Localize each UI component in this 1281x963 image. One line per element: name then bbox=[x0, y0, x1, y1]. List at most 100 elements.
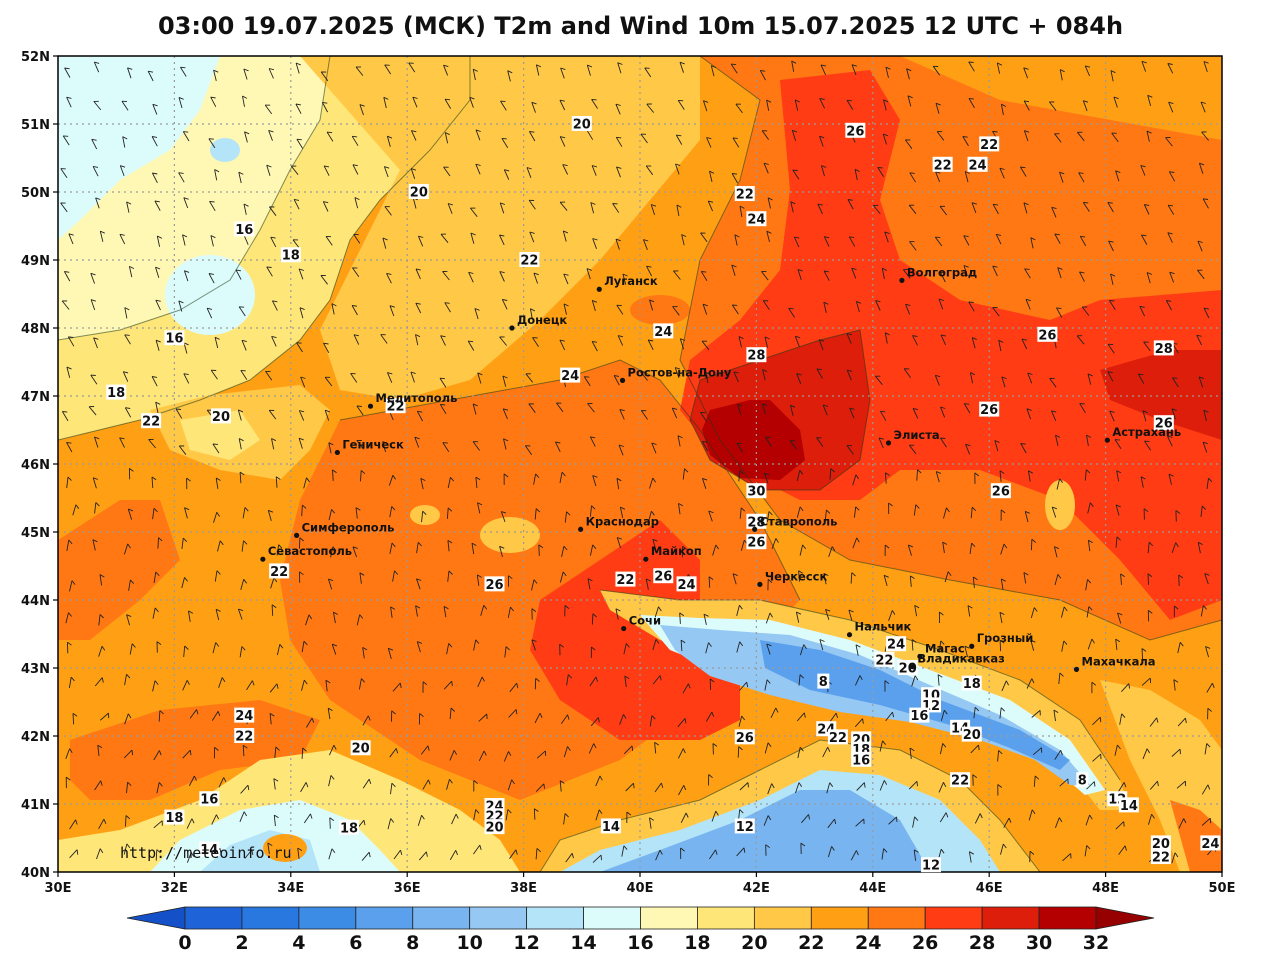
wind-barb bbox=[1113, 96, 1118, 108]
wind-barb-flag bbox=[1024, 100, 1030, 103]
wind-barb bbox=[1059, 172, 1064, 183]
wind-barb bbox=[733, 371, 739, 383]
wind-barb bbox=[879, 740, 883, 752]
wind-barb-flag bbox=[914, 605, 920, 609]
wind-barb bbox=[1050, 410, 1057, 422]
wind-barb-flag bbox=[299, 537, 304, 542]
wind-barb bbox=[761, 403, 766, 415]
wind-barb bbox=[152, 508, 155, 520]
wind-barb-flag bbox=[938, 298, 944, 302]
wind-barb-flag bbox=[188, 610, 194, 614]
wind-barb bbox=[1001, 680, 1007, 692]
wind-barb bbox=[970, 507, 973, 519]
wind-barb bbox=[152, 680, 156, 692]
wind-barb bbox=[155, 300, 161, 311]
wind-barb-flag bbox=[1148, 610, 1153, 614]
wind-barb bbox=[771, 538, 777, 549]
wind-barb bbox=[328, 509, 332, 521]
wind-barb bbox=[271, 336, 277, 347]
wind-barb bbox=[618, 444, 624, 456]
wind-barb-flag bbox=[943, 782, 947, 788]
wind-barb bbox=[1169, 272, 1175, 283]
wind-barb bbox=[1032, 747, 1042, 756]
wind-barb-flag bbox=[971, 202, 977, 205]
wind-barb-flag bbox=[210, 96, 216, 99]
city-label: Ставрополь bbox=[760, 514, 838, 528]
wind-barb bbox=[652, 675, 661, 685]
wind-barb bbox=[155, 402, 159, 414]
wind-barb-flag bbox=[854, 168, 860, 173]
wind-barb bbox=[332, 612, 336, 624]
wind-barb bbox=[1171, 542, 1177, 554]
wind-barb-flag bbox=[888, 502, 893, 507]
wind-barb-flag bbox=[469, 96, 475, 100]
wind-barb bbox=[353, 234, 361, 244]
wind-barb bbox=[1056, 478, 1061, 490]
wind-barb bbox=[237, 608, 243, 620]
city-label: Луганск bbox=[604, 274, 658, 288]
wind-barb-flag bbox=[798, 782, 803, 788]
wind-barb-flag bbox=[877, 166, 883, 169]
wind-barb bbox=[766, 643, 771, 655]
wind-barb-flag bbox=[1107, 371, 1113, 374]
wind-barb bbox=[181, 538, 184, 550]
wind-barb bbox=[1030, 539, 1033, 551]
wind-barb-flag bbox=[383, 96, 389, 100]
wind-barb-flag bbox=[152, 103, 158, 107]
wind-barb-flag bbox=[739, 641, 744, 647]
colorbar-tick-label: 26 bbox=[912, 932, 938, 954]
wind-barb bbox=[410, 130, 417, 141]
wind-barb bbox=[885, 711, 893, 722]
wind-barb bbox=[386, 372, 393, 383]
wind-barb bbox=[1206, 682, 1213, 693]
wind-barb bbox=[1197, 241, 1203, 252]
wind-barb-flag bbox=[355, 507, 361, 511]
wind-barb bbox=[645, 578, 649, 590]
wind-barb-flag bbox=[267, 842, 273, 846]
wind-barb bbox=[677, 435, 681, 447]
wind-barb bbox=[554, 441, 561, 452]
wind-barb bbox=[789, 440, 798, 450]
wind-barb-flag bbox=[963, 265, 969, 268]
city-dot bbox=[757, 581, 763, 587]
wind-barb-flag bbox=[1093, 781, 1096, 787]
wind-barb-flag bbox=[732, 573, 738, 577]
wind-barb bbox=[587, 403, 595, 413]
wind-barb-flag bbox=[996, 233, 1002, 236]
wind-barb bbox=[905, 304, 911, 315]
wind-barb bbox=[819, 98, 826, 109]
wind-barb bbox=[72, 713, 75, 725]
wind-barb bbox=[243, 68, 248, 80]
wind-barb bbox=[911, 639, 914, 651]
wind-barb-flag bbox=[66, 366, 72, 370]
wind-barb bbox=[93, 337, 98, 349]
wind-barb-flag bbox=[766, 643, 772, 647]
wind-barb bbox=[239, 811, 245, 822]
contour-label-bg bbox=[897, 660, 918, 675]
wind-barb bbox=[1023, 67, 1029, 79]
wind-barb-flag bbox=[182, 234, 188, 238]
wind-barb-flag bbox=[539, 713, 543, 718]
contour-label-bg bbox=[484, 819, 505, 835]
wind-barb-flag bbox=[66, 96, 72, 99]
wind-barb bbox=[822, 746, 829, 758]
wind-barb bbox=[1176, 780, 1186, 789]
wind-barb bbox=[846, 369, 852, 381]
wind-barb bbox=[360, 470, 362, 482]
wind-barb bbox=[700, 412, 707, 422]
contour-label-bg bbox=[600, 818, 621, 834]
wind-barb bbox=[410, 168, 416, 180]
city-dot bbox=[899, 277, 905, 283]
wind-barb-flag bbox=[412, 96, 418, 99]
wind-barb-flag bbox=[526, 167, 532, 170]
wind-barb bbox=[1092, 753, 1101, 762]
wind-barb bbox=[155, 340, 160, 351]
wind-barb bbox=[124, 674, 127, 686]
wind-barb bbox=[902, 269, 911, 279]
contour-label: 20 bbox=[899, 662, 917, 677]
contour-label: 12 bbox=[922, 859, 940, 874]
wind-barb bbox=[994, 440, 999, 452]
wind-barb-flag bbox=[1211, 682, 1215, 688]
wind-barb-flag bbox=[971, 542, 976, 548]
wind-barb-flag bbox=[1173, 679, 1179, 683]
